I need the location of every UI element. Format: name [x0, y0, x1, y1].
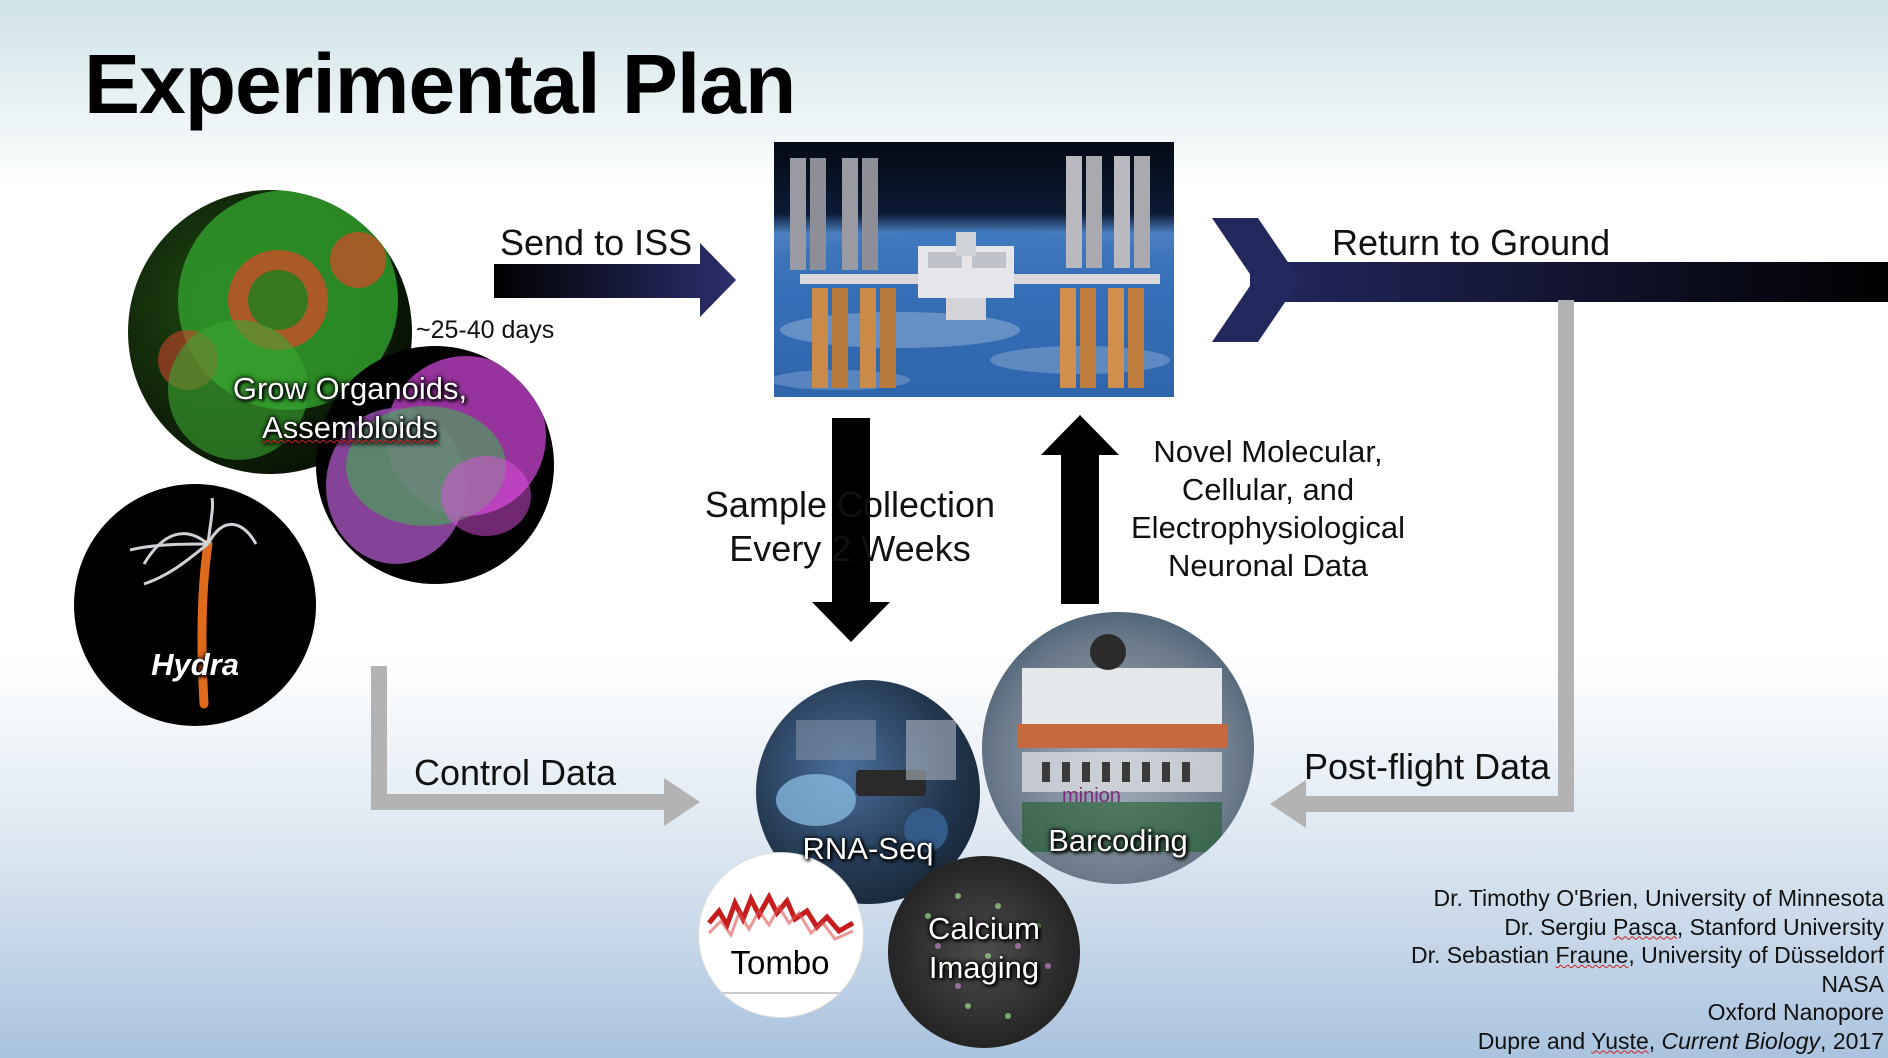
sample-collection-line-2: Every 2 Weeks: [729, 528, 971, 569]
arrow-down-icon: [812, 418, 890, 642]
credit-line-5: Oxford Nanopore: [1707, 999, 1884, 1025]
control-data-label: Control Data: [414, 752, 617, 793]
hydra-caption: Hydra: [151, 647, 239, 682]
iss-photo: [774, 142, 1174, 397]
postflight-data-label: Post-flight Data: [1304, 746, 1551, 787]
organoids-caption-line-2: Assembloids: [210, 409, 490, 448]
tombo-image: [698, 852, 864, 1018]
sample-collection-line-1: Sample Collection: [704, 484, 996, 525]
assembloids-word: Assembloids: [262, 409, 438, 445]
minion-text: minion: [1062, 785, 1121, 807]
return-to-ground-chevron-icon: [1212, 218, 1888, 342]
sample-collection-label: Sample Collection Every 2 Weeks: [690, 483, 1010, 571]
tombo-caption: Tombo: [730, 944, 830, 981]
barcoding-caption: Barcoding: [1048, 823, 1188, 858]
send-to-iss-label: Send to ISS: [500, 222, 693, 263]
slide-title: Experimental Plan: [84, 37, 796, 131]
novel-data-line-3: Electrophysiological: [1131, 510, 1405, 545]
assembloid-image: [316, 346, 554, 584]
control-data-arrow-icon: [371, 666, 700, 826]
send-to-iss-arrow-icon: [494, 243, 736, 317]
duration-label: ~25-40 days: [416, 316, 555, 344]
calcium-imaging-caption: Calcium Imaging: [888, 910, 1080, 988]
credit-line-4: NASA: [1821, 970, 1884, 997]
arrow-up-icon: [1041, 415, 1119, 604]
postflight-arrow-icon: [1270, 300, 1574, 828]
novel-data-line-1: Novel Molecular,: [1153, 434, 1383, 469]
calcium-imaging-line-1: Calcium: [928, 911, 1040, 946]
hydra-image: Hydra: [74, 484, 316, 726]
calcium-imaging-line-2: Imaging: [928, 949, 1040, 985]
novel-data-line-4: Neuronal Data: [1168, 548, 1368, 583]
organoids-caption-line-1: Grow Organoids,: [232, 371, 468, 406]
organoids-caption: Grow Organoids, Assembloids: [210, 370, 490, 448]
novel-data-label: Novel Molecular, Cellular, and Electroph…: [1118, 433, 1418, 585]
credit-line-2: Dr. Sergiu Pasca, Stanford University: [1504, 913, 1884, 940]
credit-line-6: Dupre and Yuste, Current Biology, 2017: [1477, 1027, 1884, 1054]
barcoding-image: minion: [982, 612, 1254, 884]
calcium-imaging-image: [888, 856, 1080, 1048]
rnaseq-caption: RNA-Seq: [802, 831, 934, 866]
novel-data-line-2: Cellular, and: [1181, 472, 1355, 507]
credit-line-3: Dr. Sebastian Fraune, University of Düss…: [1411, 942, 1884, 968]
return-to-ground-label: Return to Ground: [1332, 222, 1611, 263]
credits-block: Dr. Timothy O'Brien, University of Minne…: [1411, 884, 1884, 1055]
credit-line-1: Dr. Timothy O'Brien, University of Minne…: [1433, 885, 1885, 911]
